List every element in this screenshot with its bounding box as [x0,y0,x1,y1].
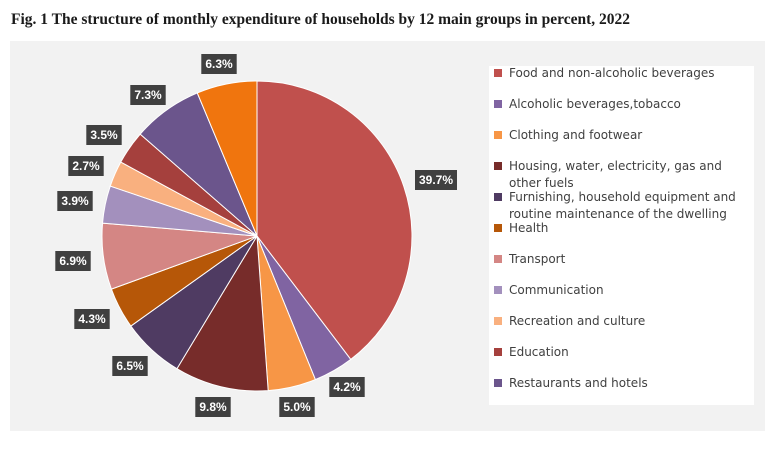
legend-label: Clothing and footwear [509,128,643,142]
figure-title: Fig. 1 The structure of monthly expendit… [11,11,631,28]
data-label: 6.3% [201,54,237,74]
legend-item: Furnishing, household equipment and rout… [494,189,752,223]
data-label: 2.7% [68,156,104,176]
legend-label: Health [509,221,549,235]
legend-label: Alcoholic beverages,tobacco [509,97,681,111]
svg-text:9.8%: 9.8% [199,400,227,414]
legend-label: Housing, water, electricity, gas and oth… [509,159,722,190]
legend-item: Communication [494,282,752,299]
data-label: 6.5% [112,356,148,376]
svg-text:2.7%: 2.7% [72,159,100,173]
legend-label: Recreation and culture [509,314,646,328]
legend-item: Food and non-alcoholic beverages [494,65,752,82]
legend-item: Clothing and footwear [494,127,752,144]
svg-text:3.5%: 3.5% [90,128,118,142]
legend-swatch [494,224,502,232]
legend-swatch [494,379,502,387]
svg-text:4.3%: 4.3% [78,312,106,326]
data-label: 6.9% [55,251,91,271]
legend-item: Recreation and culture [494,313,752,330]
legend-swatch [494,286,502,294]
data-label: 3.9% [57,191,93,211]
pie-slice [256,80,413,361]
data-label: 39.7% [415,170,457,190]
data-label: 3.5% [86,125,122,145]
legend-label: Food and non-alcoholic beverages [509,66,715,80]
legend-item: Alcoholic beverages,tobacco [494,96,752,113]
data-label: 9.8% [195,397,231,417]
data-label: 5.0% [279,397,315,417]
legend-swatch [494,162,502,170]
legend [489,66,754,405]
svg-text:4.2%: 4.2% [333,380,361,394]
legend-label: Education [509,345,569,359]
svg-text:6.3%: 6.3% [205,57,233,71]
svg-text:6.5%: 6.5% [116,359,144,373]
legend-swatch [494,100,502,108]
legend-swatch [494,131,502,139]
data-label: 4.2% [329,377,365,397]
legend-swatch [494,255,502,263]
svg-text:5.0%: 5.0% [283,400,311,414]
legend-item: Transport [494,251,752,268]
svg-text:6.9%: 6.9% [59,254,87,268]
pie-slice [176,234,269,392]
legend-label: Furnishing, household equipment and rout… [509,190,736,221]
legend-swatch [494,193,502,201]
legend-swatch [494,69,502,77]
svg-text:3.9%: 3.9% [61,194,89,208]
data-label: 7.3% [130,85,166,105]
legend-label: Restaurants and hotels [509,376,648,390]
legend-label: Communication [509,283,604,297]
legend-swatch [494,317,502,325]
svg-text:7.3%: 7.3% [134,88,162,102]
svg-text:39.7%: 39.7% [419,173,453,187]
legend-item: Housing, water, electricity, gas and oth… [494,158,752,192]
legend-swatch [494,348,502,356]
legend-label: Transport [509,252,566,266]
legend-item: Health [494,220,752,237]
data-label: 4.3% [74,309,110,329]
pie-slice [196,80,258,237]
legend-item: Restaurants and hotels [494,375,752,392]
legend-item: Education [494,344,752,361]
